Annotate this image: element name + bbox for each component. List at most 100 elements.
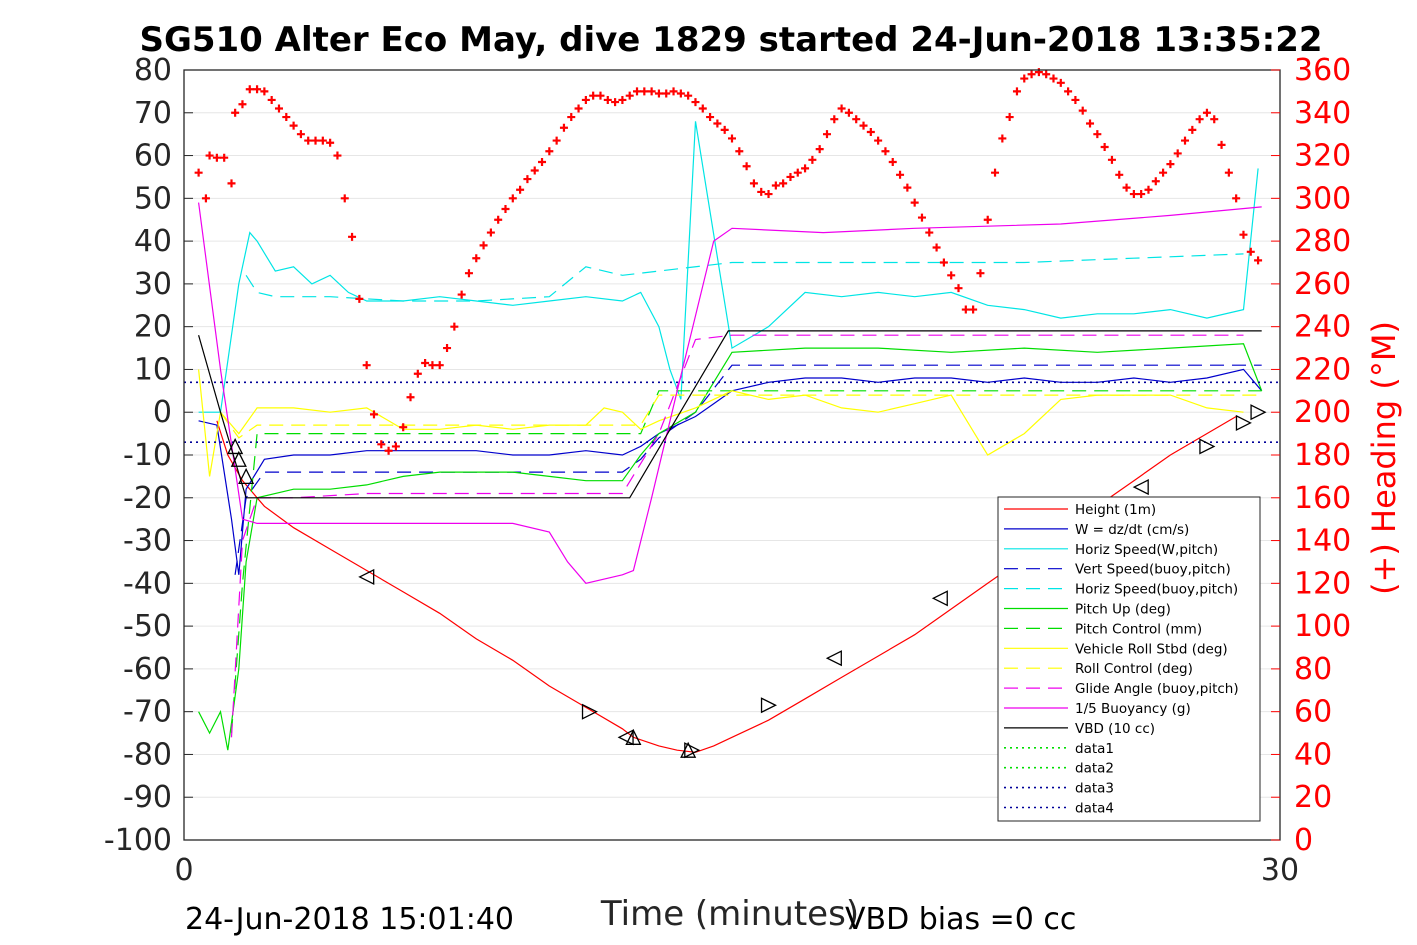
right-tick-label: 120	[1294, 566, 1351, 601]
heading-marker	[296, 130, 305, 139]
heading-marker	[201, 194, 210, 203]
series-line-5	[245, 253, 1244, 302]
left-tick-label: -40	[123, 566, 172, 601]
heading-marker	[194, 168, 203, 177]
heading-marker	[377, 440, 386, 449]
heading-marker	[1027, 70, 1036, 79]
heading-marker	[589, 91, 598, 100]
right-tick-label: 180	[1294, 438, 1351, 473]
x-tick-label: 0	[174, 853, 193, 888]
heading-marker	[640, 87, 649, 96]
heading-marker	[976, 269, 985, 278]
heading-marker	[720, 125, 729, 134]
heading-marker	[391, 442, 400, 451]
left-tick-label: -80	[123, 737, 172, 772]
right-tick-label: 140	[1294, 524, 1351, 559]
heading-marker	[311, 136, 320, 145]
right-axis-label: (+) Heading (°M)	[1365, 321, 1403, 595]
left-tick-label: 50	[134, 181, 172, 216]
heading-marker	[771, 181, 780, 190]
heading-marker	[369, 410, 378, 419]
heading-marker	[318, 136, 327, 145]
right-tick-label: 20	[1294, 780, 1332, 815]
right-tick-label: 60	[1294, 695, 1332, 730]
heading-marker	[1181, 136, 1190, 145]
right-tick-label: 100	[1294, 609, 1351, 644]
heading-marker	[815, 145, 824, 154]
heading-marker	[932, 243, 941, 252]
heading-marker	[1020, 74, 1029, 83]
heading-marker	[253, 85, 262, 94]
heading-marker	[983, 215, 992, 224]
heading-marker	[903, 183, 912, 192]
heading-marker	[625, 91, 634, 100]
heading-marker	[844, 108, 853, 117]
heading-marker	[684, 91, 693, 100]
heading-marker	[1224, 168, 1233, 177]
heading-marker	[406, 393, 415, 402]
right-tick-label: 40	[1294, 737, 1332, 772]
triangle-marker	[581, 703, 598, 720]
triangle-marker	[1132, 479, 1149, 496]
triangle-marker	[760, 697, 777, 714]
series-line-3	[198, 121, 1259, 413]
legend-label: data4	[1075, 801, 1114, 817]
heading-marker	[1100, 143, 1109, 151]
heading-marker	[421, 359, 430, 368]
heading-marker	[1202, 108, 1211, 117]
left-tick-label: -100	[104, 823, 172, 858]
footer-vbd-bias: VBD bias =0 cc	[845, 902, 1076, 937]
left-tick-label: 60	[134, 139, 172, 174]
heading-marker	[1129, 190, 1138, 199]
heading-marker	[567, 113, 576, 122]
legend-label: data3	[1075, 781, 1114, 797]
heading-marker	[428, 361, 437, 370]
left-tick-label: -30	[123, 524, 172, 559]
heading-marker	[552, 136, 561, 145]
left-tick-label: 80	[134, 53, 172, 88]
heading-marker	[647, 87, 656, 96]
left-tick-label: 40	[134, 224, 172, 259]
series-layer	[184, 121, 1280, 753]
heading-marker	[676, 89, 685, 98]
heading-marker	[662, 89, 671, 98]
triangle-marker	[825, 650, 842, 667]
legend-label: data1	[1075, 741, 1114, 757]
triangle-marker	[625, 728, 642, 745]
heading-marker	[1049, 74, 1058, 83]
heading-marker	[961, 305, 970, 314]
triangle-marker	[227, 437, 244, 455]
heading-marker	[227, 179, 236, 188]
heading-marker	[786, 172, 795, 181]
series-line-8	[198, 369, 1244, 477]
heading-marker	[384, 446, 393, 455]
heading-marker	[1056, 78, 1065, 87]
heading-marker	[939, 258, 948, 267]
heading-marker	[917, 213, 926, 222]
heading-marker	[896, 170, 905, 179]
legend-label: Pitch Up (deg)	[1075, 602, 1171, 618]
heading-marker	[691, 98, 700, 107]
heading-marker	[1166, 160, 1175, 169]
heading-marker	[742, 162, 751, 171]
legend-label: Pitch Control (mm)	[1075, 621, 1202, 637]
heading-marker	[326, 138, 335, 147]
left-tick-label: -70	[123, 695, 172, 730]
heading-marker	[523, 175, 532, 184]
left-axis-ticks: 80 70 60 50 40 30 20 10 0 -10 -20 -30 -40 -50 -60 -70 -8…	[104, 53, 193, 858]
heading-marker	[212, 153, 221, 162]
heading-marker	[1173, 149, 1182, 158]
left-tick-label: 30	[134, 267, 172, 302]
heading-marker	[508, 194, 517, 203]
legend-label: VBD (10 cc)	[1075, 721, 1155, 737]
heading-marker	[801, 164, 810, 173]
heading-marker	[969, 305, 978, 314]
heading-marker	[1151, 177, 1160, 186]
left-tick-label: 0	[153, 395, 172, 430]
heading-marker	[413, 369, 422, 378]
heading-marker	[581, 95, 590, 104]
heading-marker	[1005, 113, 1014, 122]
heading-marker	[274, 104, 283, 113]
triangle-marker	[931, 590, 948, 607]
